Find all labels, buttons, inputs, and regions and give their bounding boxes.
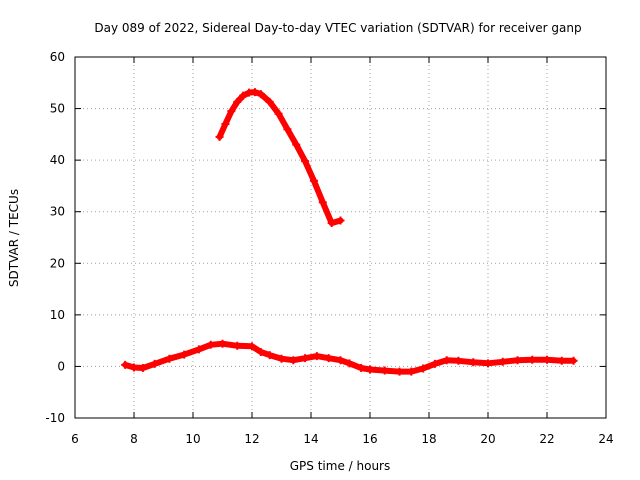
data-point-baseline: [469, 358, 478, 367]
data-point-baseline: [430, 359, 439, 368]
data-point-baseline: [180, 350, 189, 359]
data-point-peak: [318, 198, 327, 207]
x-tick-label: 16: [362, 432, 377, 446]
data-point-baseline: [289, 356, 298, 365]
chart-title: Day 089 of 2022, Sidereal Day-to-day VTE…: [94, 21, 581, 35]
x-tick-label: 10: [185, 432, 200, 446]
series-layer: [121, 88, 578, 376]
y-tick-label: 30: [50, 205, 65, 219]
data-point-baseline: [233, 341, 242, 350]
data-point-baseline: [528, 355, 537, 364]
data-point-baseline: [324, 354, 333, 363]
data-point-baseline: [138, 363, 147, 372]
data-point-peak: [327, 219, 336, 228]
data-point-baseline: [454, 356, 463, 365]
data-point-peak: [250, 88, 259, 97]
data-point-baseline: [557, 356, 566, 365]
data-point-baseline: [419, 364, 428, 373]
data-point-peak: [301, 157, 310, 166]
data-point-baseline: [569, 356, 578, 365]
data-point-baseline: [484, 359, 492, 368]
data-point-peak: [283, 125, 292, 134]
x-tick-label: 8: [130, 432, 138, 446]
x-tick-label: 20: [480, 432, 495, 446]
data-point-baseline: [194, 345, 203, 354]
data-point-baseline: [277, 354, 286, 363]
data-point-baseline: [312, 352, 321, 361]
x-tick-label: 14: [303, 432, 318, 446]
x-tick-label: 18: [421, 432, 436, 446]
data-point-baseline: [265, 351, 274, 360]
x-tick-label: 12: [244, 432, 259, 446]
y-axis-label: SDTVAR / TECUs: [7, 189, 21, 287]
x-tick-label: 24: [598, 432, 613, 446]
data-point-peak: [292, 140, 301, 149]
data-point-baseline: [336, 356, 345, 365]
data-point-baseline: [498, 357, 507, 366]
data-point-baseline: [442, 356, 451, 365]
data-point-peak: [256, 90, 265, 99]
y-tick-label: 20: [50, 256, 65, 270]
data-point-peak: [274, 109, 283, 118]
data-point-baseline: [513, 356, 522, 365]
data-point-peak: [309, 176, 318, 185]
data-point-baseline: [395, 367, 404, 376]
data-point-baseline: [543, 355, 551, 364]
data-point-baseline: [345, 359, 354, 368]
series-line-baseline: [122, 340, 577, 375]
data-point-peak: [239, 91, 248, 100]
data-point-baseline: [248, 342, 256, 351]
grid: [75, 57, 606, 418]
data-point-baseline: [150, 359, 159, 368]
x-tick-label: 22: [539, 432, 554, 446]
data-point-baseline: [407, 367, 416, 376]
axes-ticks: 6 8 10 12 14 16 18 20 22 24 -10 0 10 20 30 40 50 60: [45, 50, 613, 446]
x-tick-label: 6: [71, 432, 79, 446]
y-tick-label: 0: [57, 359, 65, 373]
y-tick-label: 60: [50, 50, 65, 64]
y-tick-label: 50: [50, 102, 65, 116]
data-point-peak: [233, 97, 242, 106]
y-tick-label: 10: [50, 308, 65, 322]
data-point-peak: [215, 132, 224, 141]
data-point-baseline: [380, 366, 389, 375]
data-point-peak: [265, 97, 274, 106]
y-tick-label: 40: [50, 153, 65, 167]
data-point-baseline: [130, 363, 138, 372]
data-point-peak: [336, 216, 345, 225]
data-point-baseline: [366, 365, 374, 374]
data-point-baseline: [206, 340, 215, 349]
y-tick-label: -10: [45, 411, 65, 425]
data-point-baseline: [357, 363, 366, 372]
data-point-baseline: [256, 347, 265, 356]
data-point-peak: [221, 120, 230, 129]
plot-border: [74, 56, 607, 419]
data-point-baseline: [301, 354, 310, 363]
data-point-baseline: [218, 339, 227, 348]
data-point-baseline: [121, 360, 130, 369]
x-axis-label: GPS time / hours: [290, 459, 391, 473]
data-point-baseline: [165, 354, 174, 363]
data-point-peak: [227, 107, 236, 116]
